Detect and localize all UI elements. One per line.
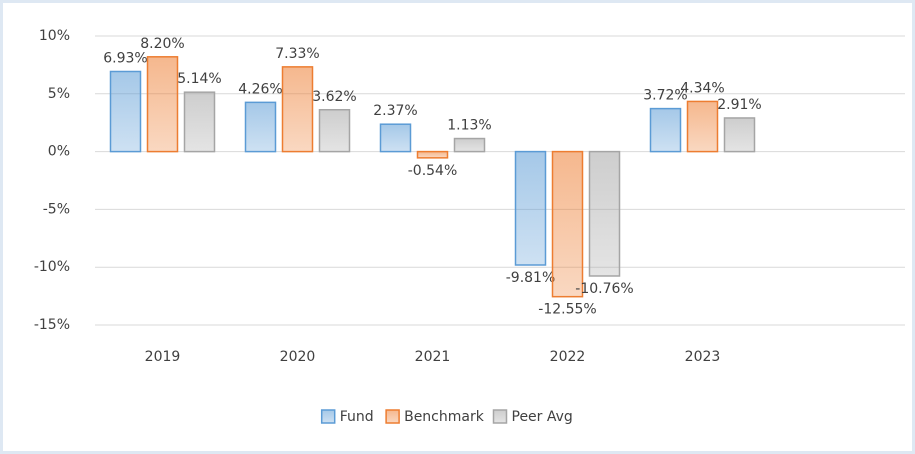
bar xyxy=(686,100,719,153)
bar xyxy=(146,56,179,153)
bar xyxy=(723,117,756,153)
y-tick-label: 0% xyxy=(48,144,70,160)
chart-area xyxy=(3,3,912,451)
legend-label: Benchmark xyxy=(404,409,485,425)
x-tick-label: 2021 xyxy=(415,349,451,365)
data-label: -12.55% xyxy=(538,302,596,318)
legend-swatch xyxy=(492,409,508,424)
data-label: -9.81% xyxy=(506,270,556,286)
data-label: 2.91% xyxy=(717,97,761,113)
y-tick-label: 5% xyxy=(48,86,70,102)
data-label: -0.54% xyxy=(408,163,458,179)
legend-swatch xyxy=(385,409,400,424)
legend-swatch xyxy=(320,409,336,424)
x-tick-label: 2023 xyxy=(685,349,721,365)
x-tick-label: 2022 xyxy=(550,349,586,365)
y-tick-label: 10% xyxy=(39,28,70,44)
bar xyxy=(183,91,216,153)
bar xyxy=(281,66,314,153)
bar xyxy=(244,101,277,153)
y-tick-label: -10% xyxy=(34,259,70,275)
bar xyxy=(514,150,547,266)
legend-label: Fund xyxy=(340,409,374,425)
data-label: 2.37% xyxy=(373,103,417,119)
bar xyxy=(588,150,621,277)
data-label: 5.14% xyxy=(177,71,221,87)
bar xyxy=(318,109,351,153)
bar xyxy=(649,107,682,153)
data-label: 1.13% xyxy=(447,118,491,134)
data-label: 6.93% xyxy=(103,50,147,66)
bar xyxy=(416,150,449,159)
data-label: 4.34% xyxy=(680,80,724,96)
x-tick-label: 2020 xyxy=(280,349,316,365)
data-label: 3.72% xyxy=(643,88,687,104)
bar xyxy=(551,150,584,298)
bar xyxy=(109,70,142,153)
y-tick-label: -15% xyxy=(34,317,70,333)
data-label: 8.20% xyxy=(140,36,184,52)
bar xyxy=(379,123,412,153)
x-tick-label: 2019 xyxy=(145,349,181,365)
bar xyxy=(453,137,486,153)
data-label: 7.33% xyxy=(275,46,319,62)
data-label: -10.76% xyxy=(575,281,633,297)
legend-label: Peer Avg xyxy=(512,409,573,425)
data-label: 3.62% xyxy=(312,89,356,105)
data-label: 4.26% xyxy=(238,81,282,97)
y-tick-label: -5% xyxy=(43,201,70,217)
